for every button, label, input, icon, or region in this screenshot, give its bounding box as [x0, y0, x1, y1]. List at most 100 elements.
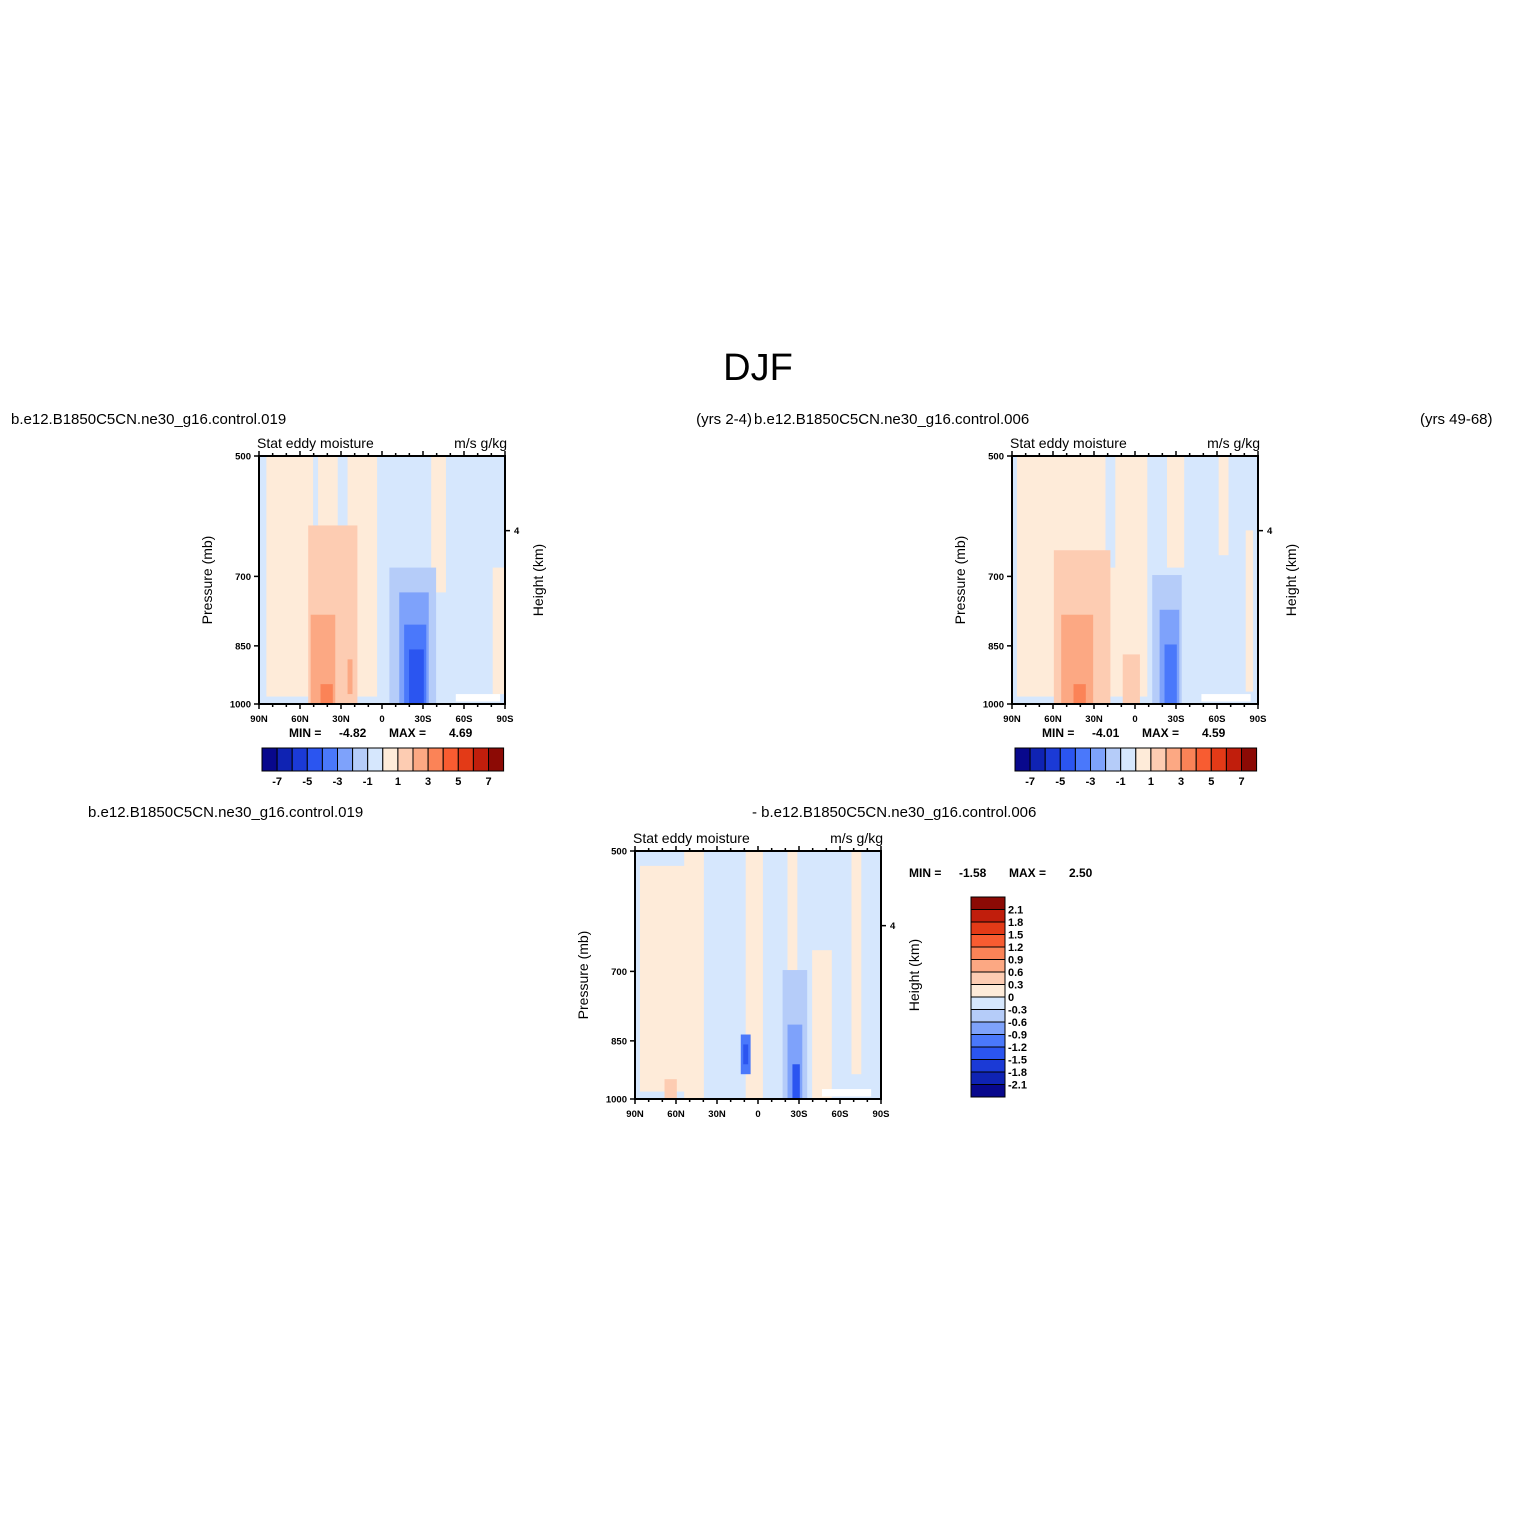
colorbar-box [1074, 747, 1092, 772]
colorbar-box [382, 747, 399, 772]
colorbar-box [970, 1021, 1006, 1035]
colorbar-label: 0.9 [1008, 955, 1023, 967]
x-tick-label: 90N [1003, 714, 1021, 725]
colorbar-label: -0.3 [1008, 1005, 1027, 1017]
x-tick-label: 90S [1250, 714, 1267, 725]
colorbar-box [1105, 747, 1122, 772]
colorbar-box [1059, 747, 1076, 772]
field-patch [664, 1079, 677, 1099]
x-tick-label: 60S [456, 714, 473, 725]
field-patch [492, 567, 505, 695]
x-tick-label: 60N [291, 714, 309, 725]
colorbar-box [1090, 747, 1107, 772]
field-patch [1245, 530, 1254, 692]
field-patch [320, 684, 333, 704]
y-axis-label: Pressure (mb) [575, 931, 591, 1020]
field-patch [851, 851, 862, 1075]
max-value: 2.50 [1069, 866, 1093, 880]
colorbar-box [276, 747, 293, 772]
max-label: MAX = [389, 726, 426, 740]
colorbar-box [970, 896, 1006, 910]
colorbar-box [970, 1071, 1006, 1085]
colorbar-box [1210, 747, 1227, 772]
diff-case-b-label: - b.e12.B1850C5CN.ne30_g16.control.006 [752, 804, 1036, 821]
colorbar-box [427, 747, 444, 772]
colorbar-box [970, 1009, 1006, 1023]
panel-control-019: Stat eddy moisture m/s g/kg 90N 60N 30N 0 30S 6… [199, 435, 546, 788]
colorbar-box [970, 959, 1006, 973]
field-patch [792, 1064, 800, 1099]
colorbar-label: -3 [333, 776, 343, 788]
max-label: MAX = [1142, 726, 1179, 740]
colorbar-box [352, 747, 369, 772]
y-tick-label: 850 [611, 1036, 627, 1047]
x-tick-label: 60S [832, 1109, 849, 1120]
x-tick-label: 60N [1044, 714, 1062, 725]
panel-title: Stat eddy moisture [1010, 435, 1127, 451]
colorbar-box [970, 1034, 1006, 1048]
y-tick-label: 700 [611, 967, 627, 978]
y-tick-label: 850 [235, 641, 251, 652]
colorbar-label: 5 [455, 776, 461, 788]
x-tick-label: 30N [332, 714, 350, 725]
colorbar-box [970, 934, 1006, 948]
panel-difference: Stat eddy moisture m/s g/kg 90N 60N 30N 0 30S 6… [575, 830, 1093, 1120]
left-years-label: (yrs 2-4) [696, 411, 752, 428]
field-patch [812, 950, 832, 1099]
max-label: MAX = [1009, 866, 1046, 880]
field-patch [1105, 456, 1116, 568]
colorbar-label: 5 [1208, 776, 1214, 788]
field-patch [347, 659, 353, 695]
max-value: 4.59 [1202, 726, 1226, 740]
colorbar-label: 3 [1178, 776, 1184, 788]
colorbar-box [1044, 747, 1061, 772]
panel-title: Stat eddy moisture [633, 830, 750, 846]
field-patch [337, 456, 348, 556]
colorbar-box [970, 921, 1006, 935]
x-tick-label: 0 [379, 714, 384, 725]
colorbar-box [488, 747, 505, 772]
field-patch [1201, 694, 1251, 702]
max-value: 4.69 [449, 726, 473, 740]
colorbar-box [1150, 747, 1167, 772]
right-case-label: b.e12.B1850C5CN.ne30_g16.control.006 [754, 411, 1029, 428]
y-tick-right-label: 4 [514, 526, 520, 537]
colorbar-box [457, 747, 474, 772]
y-axis-right-label: Height (km) [530, 544, 546, 616]
y-axis-label: Pressure (mb) [199, 536, 215, 625]
colorbar-label: -7 [272, 776, 282, 788]
x-tick-label: 90S [873, 1109, 890, 1120]
min-value: -4.82 [339, 726, 367, 740]
colorbar-box [291, 747, 308, 772]
diff-case-a-label: b.e12.B1850C5CN.ne30_g16.control.019 [88, 804, 363, 821]
colorbar-box [970, 1046, 1006, 1060]
colorbar-box [970, 996, 1006, 1010]
left-case-label: b.e12.B1850C5CN.ne30_g16.control.019 [11, 411, 286, 428]
colorbar-label: 3 [425, 776, 431, 788]
colorbar-label: 1 [1148, 776, 1154, 788]
colorbar-box [321, 747, 338, 772]
colorbar-label: 2.1 [1008, 905, 1023, 917]
min-value: -1.58 [959, 866, 987, 880]
colorbar-label: 7 [485, 776, 491, 788]
x-tick-label: 30S [791, 1109, 808, 1120]
x-tick-label: 0 [1132, 714, 1137, 725]
colorbar-label: 1.2 [1008, 942, 1023, 954]
colorbar-label: 7 [1238, 776, 1244, 788]
colorbar-box [472, 747, 489, 772]
colorbar-box [1180, 747, 1197, 772]
colorbar-label: 1.8 [1008, 917, 1023, 929]
y-tick-right-label: 4 [1267, 526, 1273, 537]
colorbar-box [1165, 747, 1182, 772]
min-value: -4.01 [1092, 726, 1120, 740]
y-tick-label: 1000 [230, 700, 251, 711]
min-label: MIN = [909, 866, 941, 880]
x-tick-label: 60S [1209, 714, 1226, 725]
y-axis-right-label: Height (km) [906, 939, 922, 1011]
y-tick-label: 500 [988, 452, 1004, 463]
colorbar-box [970, 909, 1006, 923]
colorbar-box [970, 946, 1006, 960]
panel-title: Stat eddy moisture [257, 435, 374, 451]
colorbar-box [261, 747, 278, 772]
